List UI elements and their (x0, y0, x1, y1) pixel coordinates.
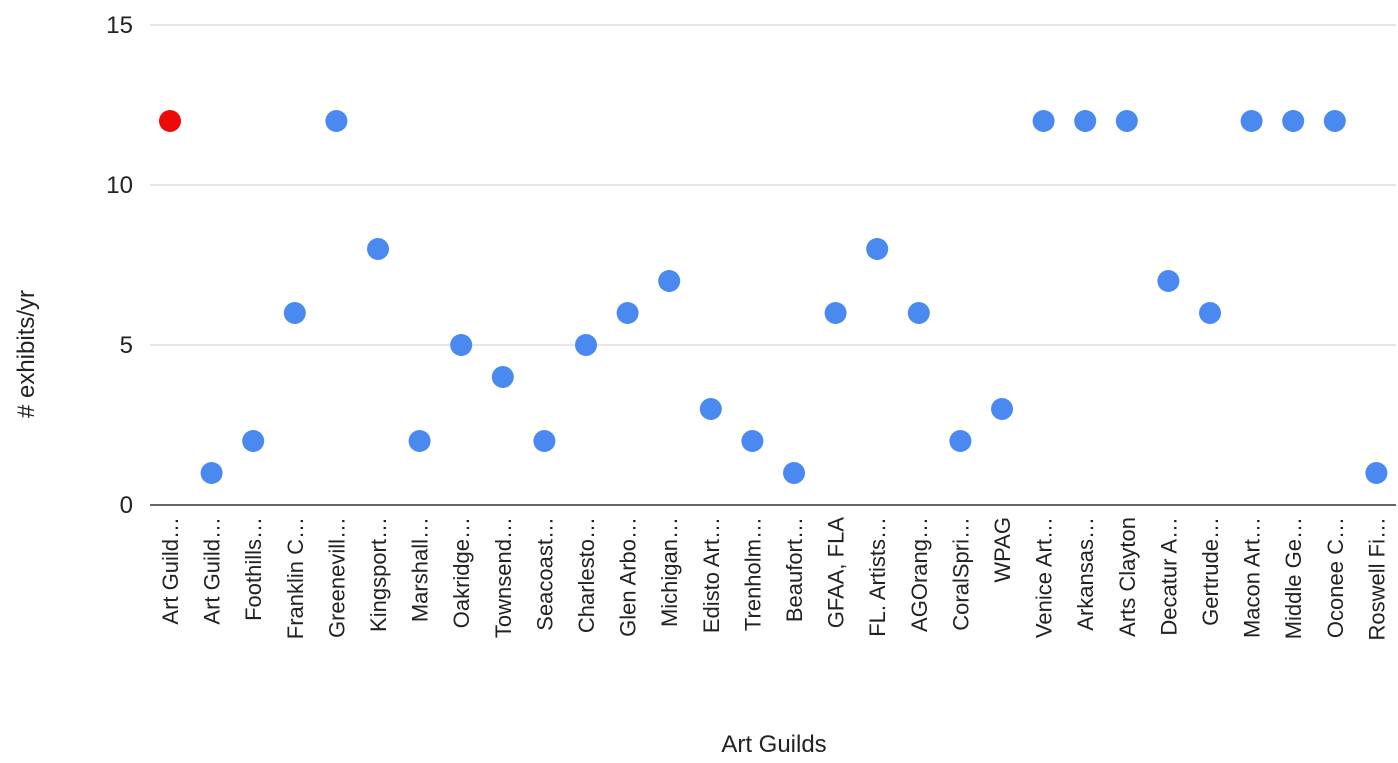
x-category-label: Foothills… (241, 517, 266, 621)
x-category-label: CoralSpri… (948, 517, 973, 631)
data-point (283, 302, 306, 324)
x-category-label: Arkansas… (1073, 517, 1098, 631)
y-axis-ticks: 0 5 10 15 (106, 12, 133, 519)
data-point (242, 430, 265, 452)
x-category-label: Townsend… (491, 517, 516, 638)
data-point (907, 302, 930, 324)
x-category-label: Middle Ge… (1281, 517, 1306, 639)
x-category-label: Roswell Fi… (1364, 517, 1389, 640)
gridlines (150, 24, 1396, 506)
x-category-label: Greenevill… (324, 517, 349, 638)
x-category-label: AGOrang… (907, 517, 932, 632)
y-tick-label: 5 (120, 332, 133, 359)
x-category-label: Franklin C… (283, 517, 308, 639)
data-point (616, 302, 639, 324)
data-point (741, 430, 764, 452)
data-point (408, 430, 431, 452)
data-point (1240, 110, 1263, 132)
data-point (783, 462, 805, 484)
x-category-label: Trenholm… (740, 517, 765, 631)
data-point (491, 366, 514, 388)
x-category-label: GFAA, FLA (824, 517, 849, 629)
x-category-label: WPAG (990, 517, 1015, 583)
x-category-label: Charlesto… (574, 517, 599, 633)
data-point (1365, 462, 1388, 484)
data-points (159, 110, 1388, 484)
x-category-label: Gertrude… (1198, 517, 1223, 626)
data-point (1074, 110, 1097, 132)
x-category-label: Michigan… (657, 517, 682, 627)
y-tick-label: 15 (106, 12, 133, 39)
y-tick-label: 10 (106, 172, 133, 199)
data-point (1199, 302, 1221, 324)
data-point (824, 302, 847, 324)
y-tick-label: 0 (120, 492, 133, 519)
x-category-label: FL. Artists… (865, 517, 890, 637)
data-point (699, 398, 722, 420)
data-point (1282, 110, 1305, 132)
data-point (325, 110, 348, 132)
highlighted-data-point (159, 110, 181, 132)
data-point (949, 430, 972, 452)
x-category-label: Kingsport… (366, 517, 391, 632)
x-category-label: Beaufort… (782, 517, 807, 622)
data-point (866, 238, 889, 260)
x-category-label: Seacoast… (532, 517, 557, 631)
x-category-label: Glen Arbo… (616, 517, 641, 637)
x-axis-title: Art Guilds (721, 731, 826, 758)
data-point (533, 430, 556, 452)
data-point (200, 462, 223, 484)
x-category-label: Oakridge… (449, 517, 474, 628)
x-category-label: Venice Art… (1032, 517, 1057, 638)
x-axis-categories: Art Guild… Art Guild… Foothills… Franklin C… (158, 517, 1389, 641)
data-point (991, 398, 1013, 420)
y-axis-title: # exhibits/yr (13, 290, 40, 418)
x-category-label: Arts Clayton (1115, 517, 1140, 637)
x-category-label: Art Guild… (200, 517, 225, 625)
x-category-label: Macon Art… (1240, 517, 1265, 638)
data-point (658, 270, 681, 292)
x-category-label: Decatur A… (1156, 517, 1181, 636)
x-category-label: Art Guild… (158, 517, 183, 625)
data-point (1323, 110, 1346, 132)
x-category-label: Edisto Art… (699, 517, 724, 633)
data-point (1115, 110, 1138, 132)
data-point (450, 334, 473, 356)
data-point (1157, 270, 1180, 292)
data-point (575, 334, 597, 356)
data-point (1032, 110, 1055, 132)
x-category-label: Oconee C… (1323, 517, 1348, 638)
data-point (367, 238, 389, 260)
x-category-label: Marshall… (408, 517, 433, 622)
